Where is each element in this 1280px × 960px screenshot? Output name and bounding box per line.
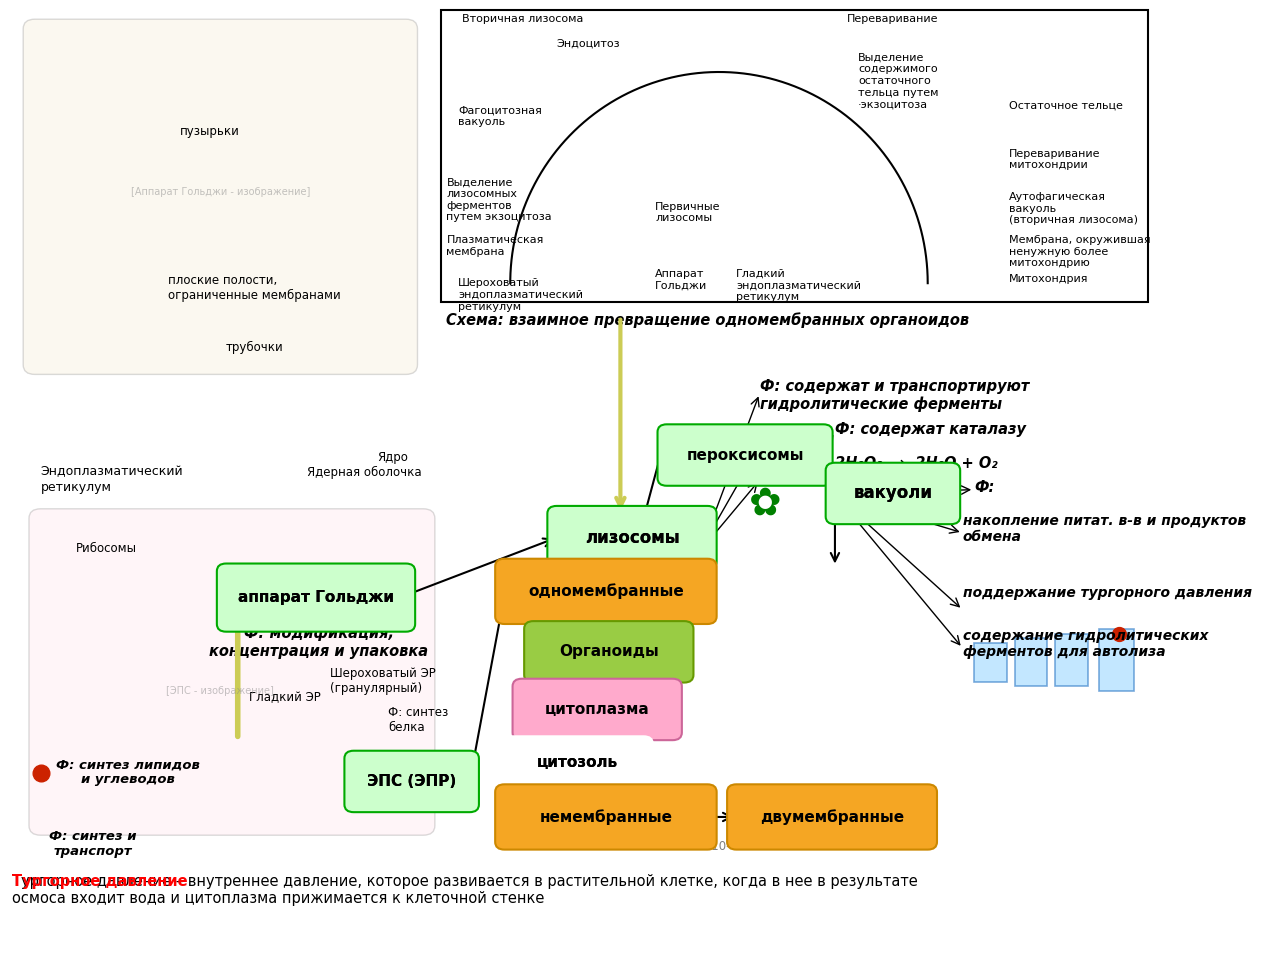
Text: лизосомы: лизосомы [585, 529, 680, 546]
Text: Ф: синтез
белка: Ф: синтез белка [388, 706, 449, 733]
Text: автолиз: автолиз [759, 470, 827, 486]
Text: содержание гидролитических
ферментов для автолиза: содержание гидролитических ферментов для… [963, 629, 1208, 659]
Text: Вторичная лизосома: Вторичная лизосома [462, 14, 582, 24]
FancyBboxPatch shape [216, 564, 415, 632]
Text: Переваривание
митохондрии: Переваривание митохондрии [1009, 149, 1101, 171]
Text: Тургорное давление – внутреннее давление, которое развивается в растительной кле: Тургорное давление – внутреннее давление… [12, 874, 918, 906]
Text: накопление питат. в-в и продуктов
обмена: накопление питат. в-в и продуктов обмена [963, 514, 1245, 543]
Bar [1015, 638, 1047, 686]
Text: пузырьки: пузырьки [179, 125, 239, 138]
Text: вакуоли: вакуоли [854, 485, 932, 502]
Text: двумембранные: двумембранные [760, 809, 904, 825]
Text: Ф: содержат каталазу: Ф: содержат каталазу [835, 422, 1027, 438]
Bar [1100, 629, 1134, 691]
Text: Рибосомы: Рибосомы [76, 542, 137, 556]
FancyBboxPatch shape [23, 19, 417, 374]
FancyBboxPatch shape [658, 424, 832, 486]
Text: лизосомы: лизосомы [585, 529, 680, 546]
Text: цитозоль: цитозоль [536, 755, 617, 770]
Text: Аппарат
Гольджи: Аппарат Гольджи [655, 269, 708, 291]
Text: Фагоцитозная
вакуоль: Фагоцитозная вакуоль [458, 106, 541, 128]
Text: пероксисомы: пероксисомы [686, 447, 804, 463]
FancyBboxPatch shape [344, 751, 479, 812]
Text: Эндоплазматический
ретикулум: Эндоплазматический ретикулум [41, 466, 183, 493]
Text: 1949г.: 1949г. [609, 566, 654, 580]
FancyBboxPatch shape [495, 559, 717, 624]
Text: Ф: содержат и транспортируют
гидролитические ферменты: Ф: содержат и транспортируют гидролитиче… [759, 379, 1029, 412]
Text: Ядерная оболочка: Ядерная оболочка [307, 466, 422, 479]
Text: Гладкий
эндоплазматический
ретикулум: Гладкий эндоплазматический ретикулум [736, 269, 861, 302]
Text: ЭПС (ЭПР): ЭПС (ЭПР) [367, 774, 456, 789]
Text: [Аппарат Гольджи - изображение]: [Аппарат Гольджи - изображение] [131, 187, 310, 197]
Text: поддержание тургорного давления: поддержание тургорного давления [963, 586, 1252, 600]
Text: Плазматическая
мембрана: Плазматическая мембрана [447, 235, 544, 257]
Text: Схема: взаимное превращение одномембранных органоидов: Схема: взаимное превращение одномембранн… [447, 312, 969, 327]
Text: плоские полости,
ограниченные мембранами: плоские полости, ограниченные мембранами [168, 274, 340, 301]
Text: Ф:: Ф: [974, 480, 995, 495]
Bar [974, 643, 1006, 682]
Text: ЭПС (ЭПР): ЭПС (ЭПР) [367, 774, 456, 789]
Text: Митохондрия: Митохондрия [1009, 274, 1088, 283]
Text: аппарат Гольджи: аппарат Гольджи [238, 590, 394, 605]
FancyBboxPatch shape [29, 509, 435, 835]
Text: [ЭПС - изображение]: [ЭПС - изображение] [166, 686, 274, 696]
Text: см. ОК-У-10-17 часть 2: см. ОК-У-10-17 часть 2 [655, 840, 795, 853]
Bar [440, 10, 1148, 302]
Text: Выделение
содержимого
остаточного
тельца путем
·экзоцитоза: Выделение содержимого остаточного тельца… [858, 53, 938, 109]
Text: Эндоцитоз: Эндоцитоз [557, 38, 621, 48]
Text: немембранные: немембранные [539, 809, 672, 825]
Text: аппарат Гольджи: аппарат Гольджи [238, 590, 394, 605]
Text: ✿: ✿ [749, 485, 782, 523]
Text: Гладкий ЭР: Гладкий ЭР [250, 691, 321, 705]
Text: Органоиды: Органоиды [559, 644, 659, 660]
Text: Мембрана, окружившая
ненужную более
митохондрию: Мембрана, окружившая ненужную более мито… [1009, 235, 1151, 269]
FancyBboxPatch shape [512, 679, 682, 740]
FancyBboxPatch shape [524, 621, 694, 683]
FancyBboxPatch shape [548, 506, 717, 569]
Text: Тургорное давление: Тургорное давление [12, 874, 187, 889]
Text: цитозоль: цитозоль [536, 755, 617, 770]
FancyBboxPatch shape [727, 784, 937, 850]
Text: вакуоли: вакуоли [854, 485, 932, 502]
Text: Аутофагическая
вакуоль
(вторичная лизосома): Аутофагическая вакуоль (вторичная лизосо… [1009, 192, 1138, 226]
Text: Ф: модификация,
концентрация и упаковка: Ф: модификация, концентрация и упаковка [210, 626, 429, 659]
FancyBboxPatch shape [826, 463, 960, 524]
Bar [1055, 634, 1088, 686]
Text: 2H₂O₂  →  2H₂O + O₂: 2H₂O₂ → 2H₂O + O₂ [835, 456, 997, 471]
FancyBboxPatch shape [500, 736, 653, 788]
Text: Ф: синтез и
транспорт: Ф: синтез и транспорт [49, 830, 137, 858]
Text: трубочки: трубочки [227, 341, 284, 354]
FancyBboxPatch shape [495, 784, 717, 850]
Text: Первичные
лизосомы: Первичные лизосомы [655, 202, 721, 223]
Text: Переваривание: Переваривание [846, 14, 938, 24]
Text: Ядро: Ядро [376, 451, 408, 465]
Text: Ф: синтез липидов
и углеводов: Ф: синтез липидов и углеводов [55, 758, 200, 786]
Text: цитоплазма: цитоплазма [545, 702, 649, 717]
Text: Остаточное тельце: Остаточное тельце [1009, 101, 1123, 110]
Text: Выделение
лизосомных
ферментов
путем экзоцитоза: Выделение лизосомных ферментов путем экз… [447, 178, 552, 223]
Text: Шероховатый
эндоплазматический
ретикулум: Шероховатый эндоплазматический ретикулум [458, 278, 584, 312]
Text: Шероховатый ЭР
(гранулярный): Шероховатый ЭР (гранулярный) [330, 667, 436, 695]
Text: одномембранные: одномембранные [529, 584, 684, 599]
Text: pH = 5: pH = 5 [759, 437, 815, 452]
